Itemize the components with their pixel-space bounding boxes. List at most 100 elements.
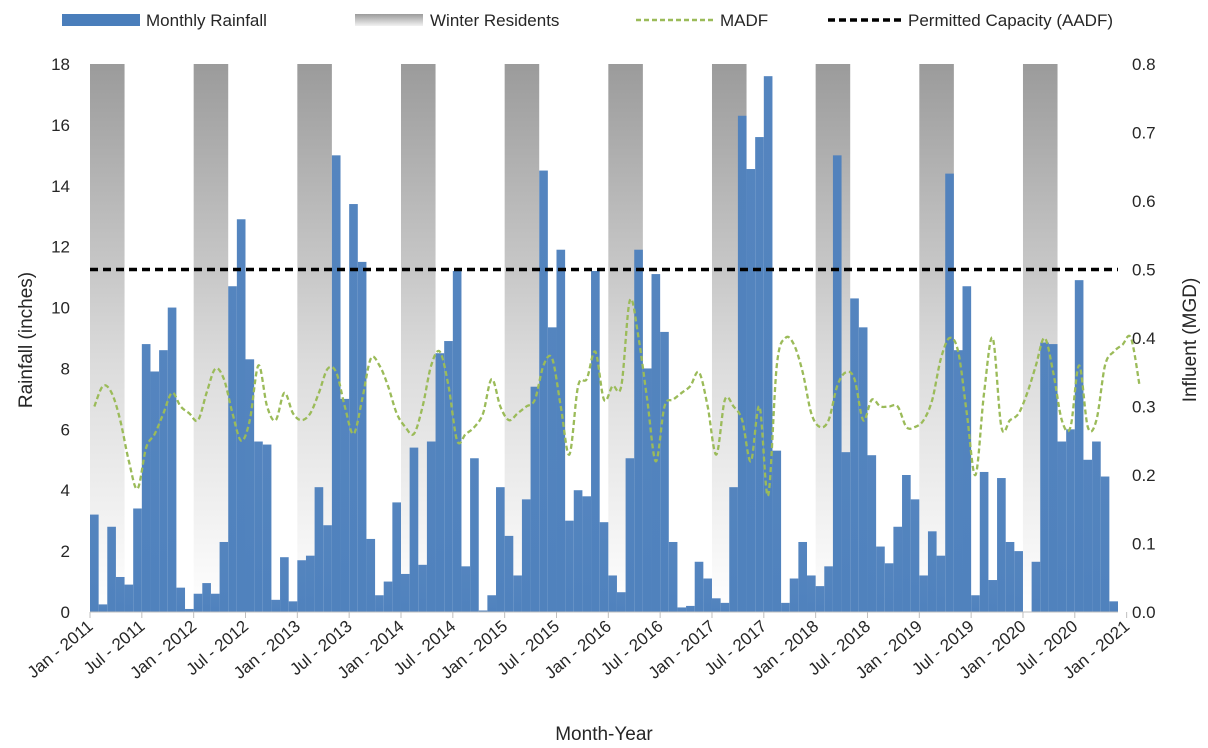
y-right-tick-label: 0.4 <box>1132 329 1156 348</box>
y-left-tick-label: 14 <box>51 177 70 196</box>
y-left-tick-label: 0 <box>61 603 70 622</box>
rainfall-bar <box>971 595 980 612</box>
rainfall-bar <box>1057 441 1067 612</box>
rainfall-bar <box>124 584 134 612</box>
rainfall-bar <box>858 327 868 612</box>
rainfall-bar <box>729 487 738 612</box>
rainfall-bar <box>599 522 609 612</box>
rainfall-bar <box>167 307 177 612</box>
rainfall-bar <box>133 508 142 612</box>
rainfall-bar <box>789 578 799 612</box>
rainfall-bar <box>547 327 557 612</box>
rainfall-bar <box>107 526 116 612</box>
legend-item-rainfall: Monthly Rainfall <box>62 11 267 30</box>
winter-band <box>193 64 229 612</box>
rainfall-bar <box>668 541 678 612</box>
rainfall-bar <box>936 555 946 612</box>
y-right-tick-label: 0.0 <box>1132 603 1156 622</box>
y-left-tick-label: 2 <box>61 542 70 561</box>
rainfall-bar <box>513 575 522 612</box>
rainfall-bar <box>737 115 747 612</box>
legend-item-winter: Winter Residents <box>355 11 559 30</box>
rainfall-bar <box>591 271 600 612</box>
y-right-tick-label: 0.1 <box>1132 535 1156 554</box>
rainfall-bar <box>323 525 332 612</box>
rainfall-bar <box>90 514 99 612</box>
rainfall-bar <box>349 204 358 613</box>
rainfall-bar <box>1005 541 1015 612</box>
rainfall-bar <box>1031 561 1041 612</box>
rainfall-bar <box>997 478 1006 612</box>
rainfall-bar <box>884 563 894 612</box>
legend-swatch-rainfall <box>62 14 140 26</box>
rainfall-bar <box>193 593 203 612</box>
y-left-tick-label: 4 <box>61 481 70 500</box>
rainfall-bar <box>781 602 790 612</box>
rainfall-bar <box>694 561 704 612</box>
rainfall-bar <box>426 441 436 612</box>
rainfall-bar <box>539 170 548 613</box>
rainfall-bar <box>608 575 617 612</box>
y-left-tick-label: 6 <box>61 420 70 439</box>
winter-bands <box>90 64 1058 612</box>
rainfall-bar <box>496 487 505 612</box>
rainfall-bar <box>815 586 825 612</box>
rainfall-bar <box>262 444 272 612</box>
rainfall-bar <box>357 261 367 612</box>
rainfall-bar <box>988 580 998 612</box>
rainfall-bar <box>565 520 574 612</box>
rainfall-bar <box>616 592 626 612</box>
madf-line-group <box>93 297 1141 497</box>
rainfall-bar <box>1066 429 1075 612</box>
legend-label-madf: MADF <box>720 11 768 30</box>
rainfall-bar <box>150 371 160 612</box>
rainfall-bars <box>90 76 1118 613</box>
y-axis-right-title: Influent (MGD) <box>1180 278 1201 403</box>
rainfall-bar <box>504 535 514 612</box>
rainfall-bar <box>1100 476 1110 612</box>
legend-item-capacity: Permitted Capacity (AADF) <box>828 11 1113 30</box>
madf-line <box>93 297 1141 497</box>
rainfall-bar <box>452 271 462 612</box>
rainfall-bar <box>824 566 833 612</box>
rainfall-bar <box>366 538 376 612</box>
rainfall-bar <box>642 368 652 612</box>
y-left-tick-label: 10 <box>51 299 70 318</box>
rainfall-bar <box>556 249 566 612</box>
rainfall-bar <box>1109 601 1118 612</box>
rainfall-bar <box>962 286 972 612</box>
rainfall-bar <box>573 490 583 612</box>
rainfall-bar <box>280 557 289 612</box>
rainfall-bar <box>400 573 410 612</box>
legend-label-winter: Winter Residents <box>430 11 559 30</box>
rainfall-bar <box>1083 459 1093 612</box>
rainfall-bar <box>340 398 350 612</box>
rainfall-bar <box>383 581 393 612</box>
rainfall-bar <box>297 560 306 612</box>
rainfall-bar <box>1040 342 1049 612</box>
rainfall-bar <box>867 455 877 612</box>
y-left-tick-label: 16 <box>51 116 70 135</box>
rainfall-bar <box>919 575 928 612</box>
rainfall-bar <box>159 350 168 612</box>
y-right-tick-label: 0.7 <box>1132 124 1156 143</box>
rainfall-bar <box>703 578 712 612</box>
y-right-tick-label: 0.3 <box>1132 398 1156 417</box>
rainfall-bar <box>1092 441 1101 612</box>
legend-label-rainfall: Monthly Rainfall <box>146 11 267 30</box>
rainfall-bar <box>798 541 808 612</box>
rainfall-bar <box>141 344 151 612</box>
rainfall-bar <box>945 173 954 612</box>
rainfall-bar <box>850 298 859 612</box>
rainfall-bar <box>625 458 635 612</box>
rainfall-bar <box>236 219 246 612</box>
rainfall-bar <box>1014 551 1023 612</box>
rainfall-bar <box>478 610 488 612</box>
rainfall-bar <box>461 566 471 612</box>
rainfall-bar <box>487 595 497 612</box>
rainfall-bar <box>210 593 220 612</box>
rainfall-bar <box>470 458 479 612</box>
y-left-tick-label: 8 <box>61 359 70 378</box>
rainfall-bar <box>98 604 108 612</box>
